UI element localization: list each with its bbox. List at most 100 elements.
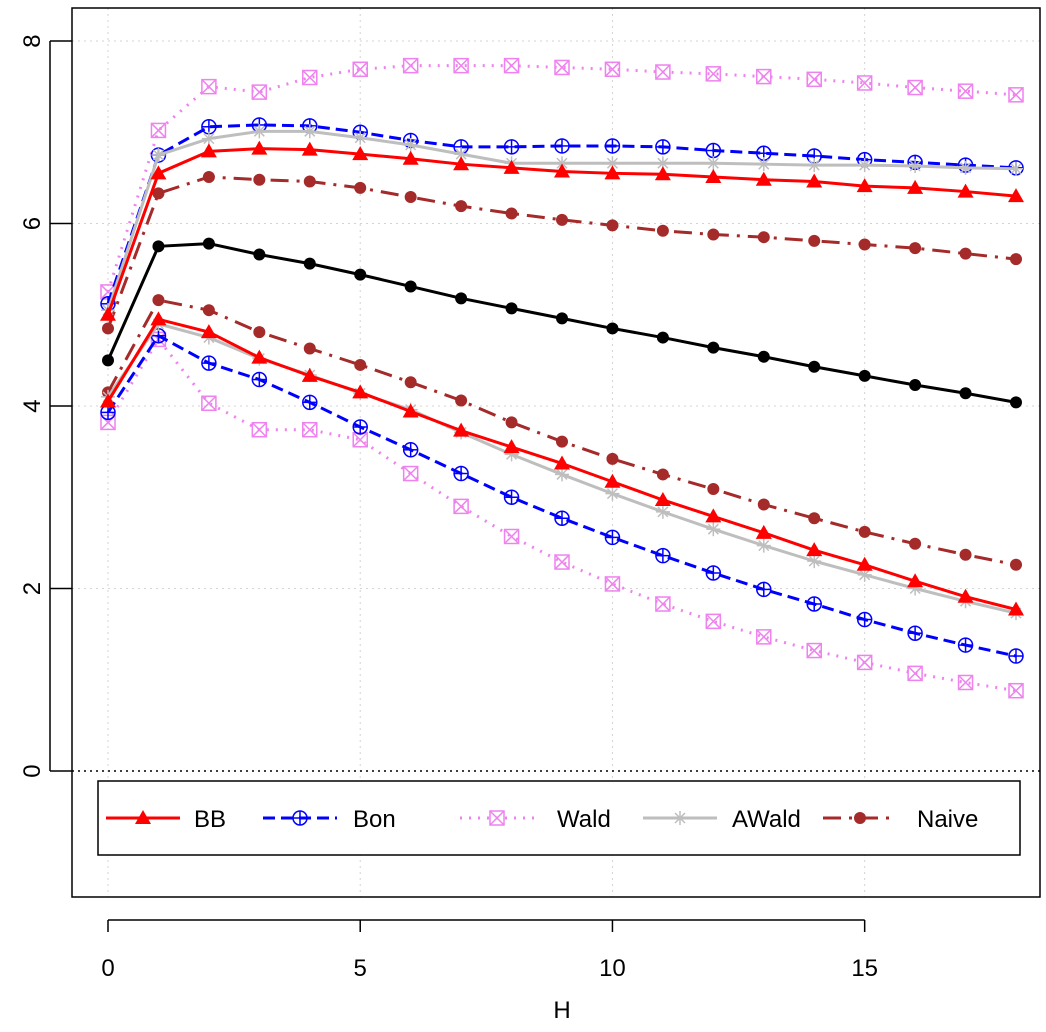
series-wald-lower-point-box (302, 421, 318, 438)
series-bb-upper-point (957, 183, 974, 198)
series-awald-upper-point-d2 (253, 125, 265, 137)
series-wald-lower-point-d2 (907, 665, 923, 681)
legend-marker-wald (489, 810, 505, 826)
series-awald-upper-point (756, 157, 771, 172)
series-wald-upper-point-d2 (201, 79, 217, 95)
series-wald-lower-point-d2 (857, 654, 873, 670)
series-naive-upper-point (354, 181, 367, 194)
series-wald-upper-point (806, 71, 822, 88)
series-center-point (707, 341, 720, 354)
series-wald-lower-point-d2 (302, 422, 318, 438)
series-wald-upper-point-d2 (100, 284, 116, 300)
series-wald-upper-point-d2 (403, 58, 419, 74)
series-bon-lower-point (756, 581, 772, 598)
series-awald-lower-point-d2 (657, 506, 669, 518)
series-wald-lower-point-d2 (554, 554, 570, 570)
legend-item-bb: BB (106, 806, 226, 833)
series-bon-upper-point (604, 138, 621, 154)
series-bon-lower-point (201, 355, 217, 371)
series-center-point (959, 387, 972, 400)
series-awald-upper-point-d2 (808, 159, 820, 171)
series-center-point (909, 379, 922, 392)
series-bb-upper-point (554, 163, 570, 178)
series-bb-upper-point (100, 306, 116, 321)
series-wald-lower-point-d2 (756, 629, 772, 645)
series-bb-upper-point (755, 171, 772, 186)
legend-marker-wald-d2 (489, 810, 505, 826)
series-wald-lower-point (806, 642, 822, 659)
series-wald-lower-point (856, 654, 873, 671)
series-bb-lower-point (503, 439, 520, 454)
series-naive-lower-point (152, 294, 165, 307)
series-wald-lower-point-d2 (705, 613, 721, 629)
series-awald-upper-point (908, 159, 923, 174)
series-wald-upper-point (453, 57, 469, 74)
series-bb-lower-point (705, 508, 722, 523)
series-wald-lower-point-box (251, 421, 268, 438)
series-bb-upper-point (654, 166, 671, 181)
series-bon-lower-point (856, 611, 873, 628)
series-center-point (102, 354, 114, 367)
series-bon-upper-point (655, 139, 671, 155)
series-naive-lower-point (1010, 558, 1022, 571)
series-wald-lower-point (705, 613, 722, 630)
series-naive-lower (102, 294, 1022, 571)
series-wald-upper (100, 57, 1024, 300)
series-wald-lower-point-d2 (604, 576, 620, 592)
legend-item-naive: Naive (823, 806, 978, 833)
series-wald-lower-point-d2 (352, 432, 368, 448)
series-wald-lower-point-d2 (958, 674, 974, 691)
series-center-point (354, 268, 367, 281)
series-awald-upper-point (252, 124, 267, 139)
series-wald-upper-point (503, 57, 520, 74)
y-tick-label: 8 (19, 34, 46, 47)
legend-label-bb: BB (194, 806, 226, 833)
series-awald-lower-point (706, 522, 721, 537)
series-center (102, 237, 1022, 409)
series-bb-lower-point (806, 542, 823, 557)
series-bb-upper-point (200, 143, 217, 158)
series-bon-lower (100, 327, 1024, 664)
series-naive-upper-point (808, 234, 821, 247)
series-bb-lower-point (755, 524, 772, 539)
series-naive-upper-point (757, 231, 770, 244)
series-wald-upper-point (856, 75, 873, 91)
series-bb-lower-point (907, 573, 924, 588)
series-awald-upper-point-d2 (657, 157, 669, 169)
y-tick-label: 6 (19, 217, 46, 230)
series-awald-upper-point (151, 148, 166, 163)
series-bb-upper (100, 140, 1024, 321)
series-bon-lower-point (554, 510, 570, 526)
series-wald-upper-point-d2 (958, 83, 974, 99)
series-bb-lower-point (200, 324, 217, 339)
series-bon-lower-point (705, 565, 722, 581)
series-awald-upper-point-d2 (707, 157, 719, 169)
series-wald-lower-point-box (705, 613, 722, 630)
series-awald-upper-point-d2 (203, 133, 215, 145)
series-naive-lower-point (757, 498, 770, 511)
series-awald-upper-point (807, 158, 822, 173)
series-naive-lower-point (707, 483, 720, 496)
series-wald-upper-point (150, 122, 167, 139)
series-wald-upper-point-d2 (705, 66, 721, 82)
legend-label-bon: Bon (353, 806, 396, 833)
series-bon-upper-point (554, 138, 570, 154)
series-wald-upper-point (655, 64, 671, 80)
series-awald-upper-point-d2 (405, 139, 417, 151)
series-wald-lower-point-box (756, 629, 772, 645)
series-bon-lower-point (100, 404, 116, 421)
series-wald-upper-point (554, 59, 570, 76)
series-bon-lower-point (957, 637, 974, 653)
series-wald-lower-point-d2 (504, 528, 520, 545)
legend-marker-bon (292, 810, 308, 826)
series-wald-lower-point-d2 (201, 395, 217, 411)
series-awald-lower-point (756, 538, 771, 553)
series-wald-lower-point (957, 674, 974, 691)
series-bb-lower-point (856, 556, 873, 571)
series-wald-upper-point (957, 83, 974, 99)
series-wald-lower (100, 331, 1024, 699)
legend: BB Bon Wald AWald Naive (97, 780, 1021, 856)
series-wald-lower-point-box (453, 498, 469, 515)
series-wald-upper-point-box (201, 78, 217, 95)
series-wald-upper-point-box (251, 84, 268, 100)
